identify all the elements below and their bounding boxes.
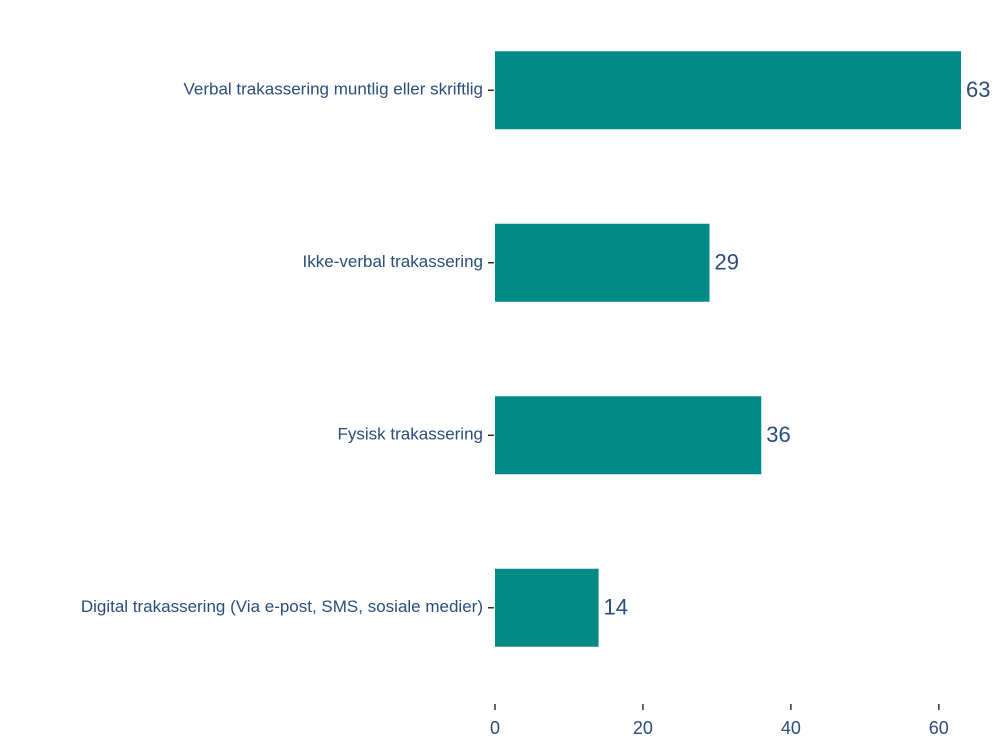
y-tick-label: Verbal trakassering muntlig eller skrift… <box>183 80 483 99</box>
x-tick-label: 0 <box>490 718 500 738</box>
value-label: 29 <box>715 250 739 275</box>
bar <box>495 223 710 302</box>
value-label: 63 <box>966 77 990 102</box>
x-tick-label: 40 <box>781 718 801 738</box>
y-tick-label: Digital trakassering (Via e-post, SMS, s… <box>81 597 483 616</box>
y-tick-label: Fysisk trakassering <box>338 425 483 444</box>
bar <box>495 396 762 475</box>
bar <box>495 51 962 130</box>
x-tick-label: 20 <box>633 718 653 738</box>
bar <box>495 568 599 647</box>
y-tick-label: Ikke-verbal trakassering <box>303 252 483 271</box>
x-tick-label: 60 <box>929 718 949 738</box>
value-label: 14 <box>604 595 628 620</box>
value-label: 36 <box>766 422 790 447</box>
